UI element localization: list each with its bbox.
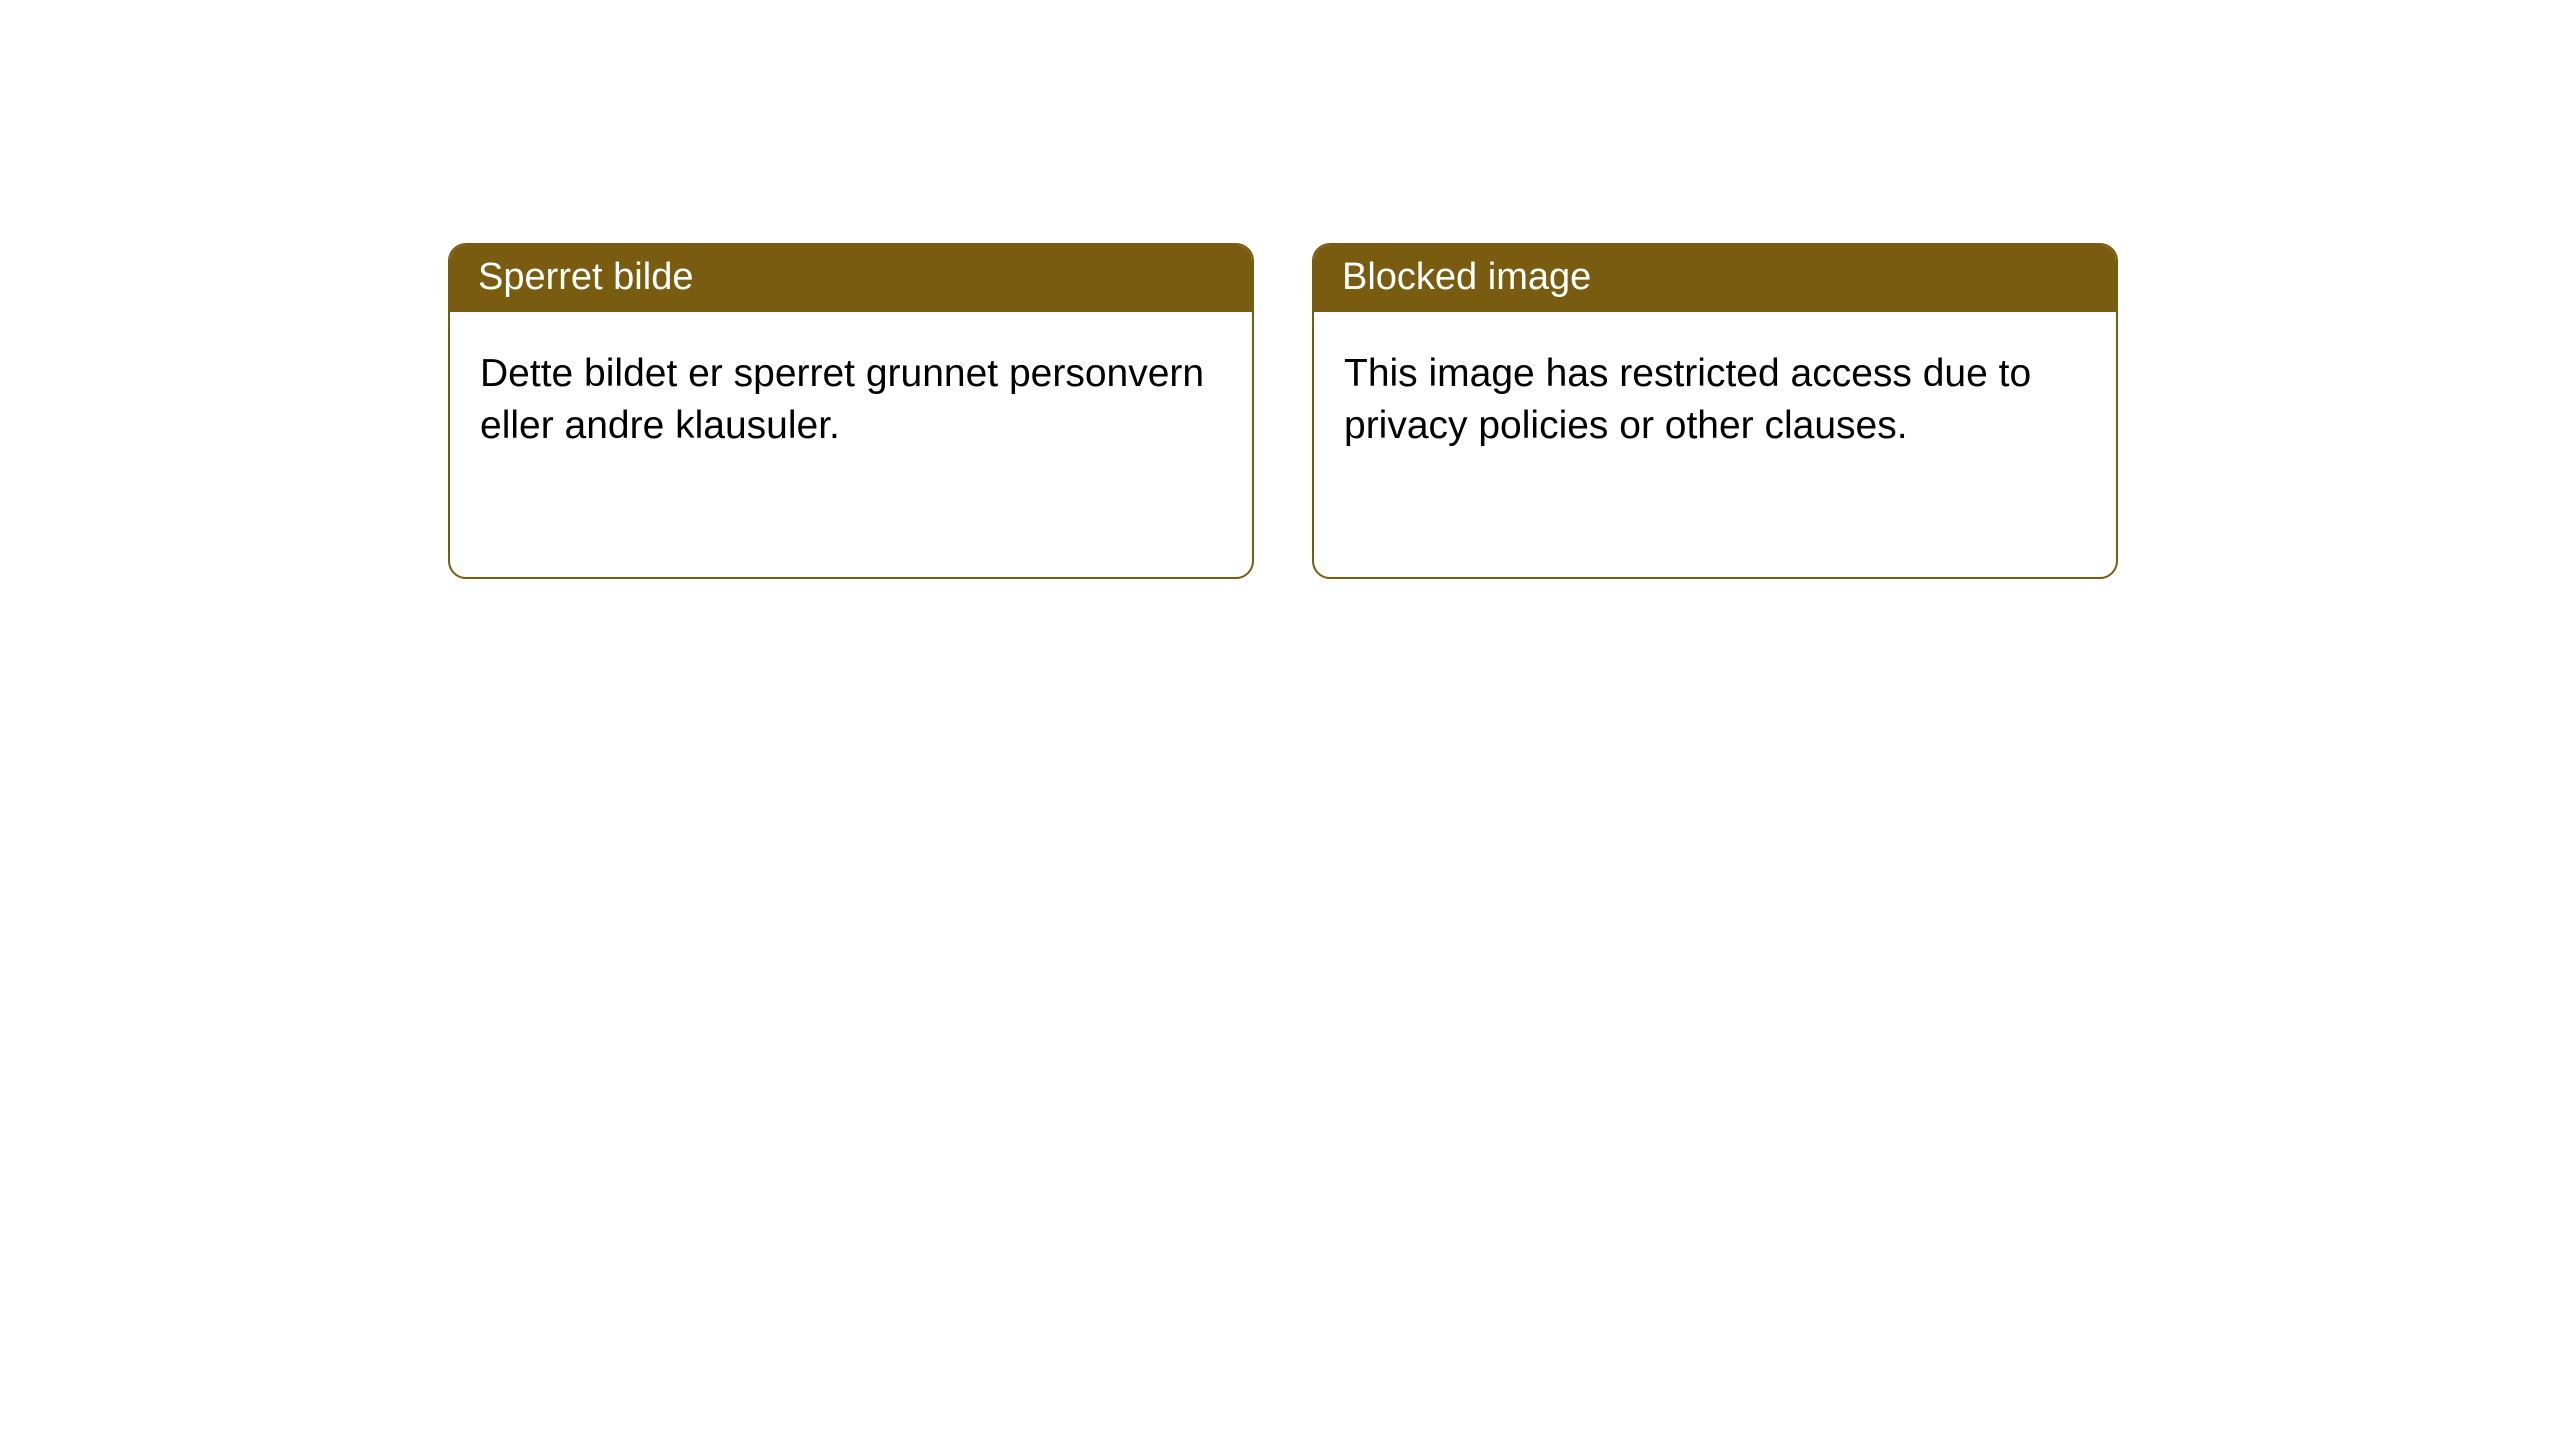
notice-container: Sperret bilde Dette bildet er sperret gr… (0, 0, 2560, 579)
card-header-english: Blocked image (1314, 245, 2116, 312)
notice-card-english: Blocked image This image has restricted … (1312, 243, 2118, 579)
card-body-english: This image has restricted access due to … (1314, 312, 2116, 482)
notice-card-norwegian: Sperret bilde Dette bildet er sperret gr… (448, 243, 1254, 579)
card-body-norwegian: Dette bildet er sperret grunnet personve… (450, 312, 1252, 482)
card-header-norwegian: Sperret bilde (450, 245, 1252, 312)
